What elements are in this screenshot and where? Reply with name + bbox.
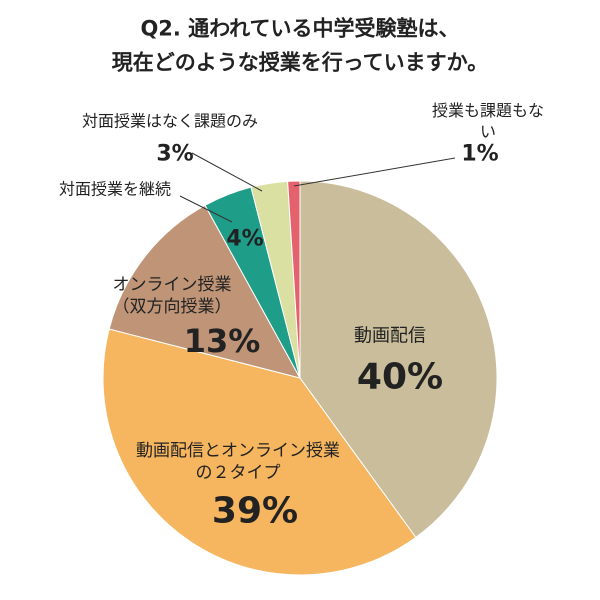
value-label: 3% [156, 141, 194, 167]
leader-line [179, 195, 233, 223]
pie-slice [299, 180, 498, 539]
value-label: 4% [226, 226, 264, 252]
slice-label: 動画配信 [354, 325, 426, 347]
pie-slice [108, 204, 301, 379]
value-label: 40% [356, 356, 444, 398]
value-label: 13% [183, 322, 261, 361]
slice-label: 対面授業はなく課題のみ [81, 111, 259, 131]
leader-line [191, 152, 263, 192]
slice-label: 動画配信とオンライン授業 の２タイプ [136, 440, 340, 483]
slice-label: 授業も課題もない [432, 101, 545, 141]
slice-label: 対面授業を継続 [58, 179, 172, 199]
value-label: 1% [461, 141, 499, 167]
pie-slice [102, 328, 417, 576]
value-label: 39% [211, 490, 299, 532]
leader-line [293, 157, 456, 187]
slice-label: オンライン授業 （双方向授業） [112, 274, 232, 317]
chart-title: Q2. 通われている中学受験塾は、 現在どのような授業を行っていますか。 [111, 16, 489, 74]
pie-slice [287, 180, 301, 379]
